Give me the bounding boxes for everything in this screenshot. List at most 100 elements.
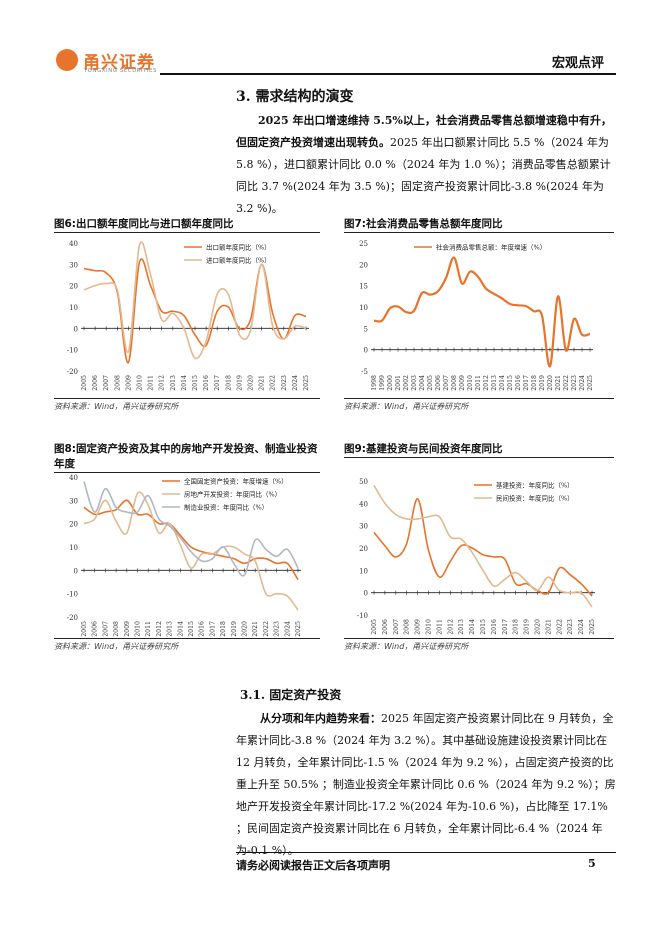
fig8-xtick-label: 2020 <box>242 621 249 637</box>
fig7-xtick-label: 2020 <box>547 375 554 391</box>
fig7-xtick-label: 2019 <box>539 375 546 391</box>
fig8-xtick-label: 2008 <box>113 621 120 637</box>
footer-disclaimer: 请务必阅读报告正文后各项声明 <box>236 859 390 872</box>
fig7-ytick-label: 0 <box>364 347 368 355</box>
fig8-xtick-label: 2010 <box>135 621 142 637</box>
fig9-ytick-label: 50 <box>359 478 368 486</box>
fig8-ytick-label: -10 <box>67 591 78 599</box>
fig6-legend-label-2: 进口额年度同比（%） <box>206 256 271 265</box>
fig8-xtick-label: 2018 <box>220 621 227 637</box>
subsection-paragraph-rest: 2025 年固定资产投资累计同比在 9 月转负，全年累计同比-3.8 %（202… <box>236 712 616 857</box>
fig6-xtick-label: 2024 <box>292 375 299 391</box>
fig8-series-line-2 <box>83 491 299 611</box>
fig7-legend-label-1: 社会消费品零售总额：年度增速（%） <box>436 243 546 252</box>
fig7-xtick-label: 2023 <box>571 375 578 391</box>
fig6-series-line-2 <box>83 241 307 360</box>
subsection-paragraph-bold: 从分项和年内趋势来看： <box>260 712 381 725</box>
fig6-ytick-label: 30 <box>69 261 78 269</box>
fig7-xtick-label: 2013 <box>491 375 498 391</box>
section-paragraph: 2025 年出口增速维持 5.5%以上，社会消费品零售总额增速稳中有升，但固定资… <box>236 110 616 220</box>
fig8-xtick-label: 2024 <box>284 621 291 637</box>
fig7-xtick-label: 2008 <box>451 375 458 391</box>
fig8-source: 资料来源：Wind，甬兴证券研究所 <box>54 642 179 651</box>
fig6-xtick-label: 2011 <box>148 375 155 391</box>
company-name: 甬兴证券 <box>83 53 155 73</box>
fig7-xtick-label: 2018 <box>531 375 538 391</box>
fig8-xtick-label: 2012 <box>156 621 163 637</box>
fig6-ytick-label: -10 <box>67 347 78 355</box>
fig9-xtick-label: 2011 <box>436 619 443 635</box>
fig9-xtick-label: 2022 <box>556 619 563 635</box>
fig7-source: 资料来源：Wind，甬兴证券研究所 <box>344 402 469 411</box>
fig9-xtick-label: 2024 <box>578 619 585 635</box>
fig7-xtick-label: 2009 <box>459 375 466 391</box>
fig6-xtick-label: 2018 <box>225 375 232 391</box>
fig6-xtick-label: 2020 <box>248 375 255 391</box>
fig9-xtick-label: 2006 <box>382 619 389 635</box>
fig8-xtick-label: 2025 <box>295 621 302 637</box>
fig8-bottom-rule <box>54 638 320 639</box>
fig7-xtick-label: 2000 <box>387 375 394 391</box>
fig7-xtick-label: 1998 <box>371 375 378 391</box>
fig8-ytick-label: -20 <box>67 614 78 622</box>
fig9-title: 图9:基建投资与民间投资年度同比 <box>344 443 503 455</box>
fig8-ytick-label: 30 <box>69 497 78 505</box>
fig9-xtick-label: 2017 <box>502 619 509 635</box>
fig6-xtick-label: 2009 <box>125 375 132 391</box>
fig8-legend-label-1: 全国固定资产投资：年度增速（%） <box>184 477 288 486</box>
fig9-xtick-label: 2016 <box>491 619 498 635</box>
fig7-xtick-label: 2007 <box>443 375 450 391</box>
fig9-series-line-1 <box>373 498 593 597</box>
fig8-xtick-label: 2011 <box>145 621 152 637</box>
fig6-source: 资料来源：Wind，甬兴证券研究所 <box>54 402 179 411</box>
subsection-title: 3.1. 固定资产投资 <box>240 688 342 702</box>
fig6-xtick-label: 2007 <box>103 375 110 391</box>
fig9-xtick-label: 2012 <box>447 619 454 635</box>
fig9-ytick-label: 20 <box>359 545 368 553</box>
fig6-xtick-label: 2008 <box>114 375 121 391</box>
fig6-xtick-label: 2021 <box>259 375 266 391</box>
fig9-ytick-label: 10 <box>359 567 368 575</box>
fig9-xtick-label: 2014 <box>469 619 476 635</box>
fig6-title-rule <box>54 232 320 233</box>
fig6-ytick-label: 0 <box>74 325 78 333</box>
fig9-xtick-label: 2008 <box>404 619 411 635</box>
fig8-ytick-label: 20 <box>69 521 78 529</box>
company-logo-icon <box>56 49 78 71</box>
fig7-xtick-label: 2021 <box>555 375 562 391</box>
fig6-xtick-label: 2025 <box>303 375 310 391</box>
subsection-paragraph: 从分项和年内趋势来看：2025 年固定资产投资累计同比在 9 月转负，全年累计同… <box>236 708 616 862</box>
page-number: 5 <box>588 857 596 870</box>
fig6-xtick-label: 2015 <box>192 375 199 391</box>
fig8-xtick-label: 2017 <box>209 621 216 637</box>
fig6-series-line-1 <box>83 258 307 364</box>
fig9-xtick-label: 2013 <box>458 619 465 635</box>
fig7-xtick-label: 2022 <box>563 375 570 391</box>
fig9-xtick-label: 2010 <box>426 619 433 635</box>
fig8-ytick-label: 40 <box>69 474 78 482</box>
fig6-xtick-label: 2013 <box>170 375 177 391</box>
fig7-ytick-label: 10 <box>359 304 368 312</box>
fig7-xtick-label: 2001 <box>395 375 402 391</box>
fig8-legend-label-2: 房地产开发投资：年度同比（%） <box>184 490 281 499</box>
fig6-title: 图6:出口额年度同比与进口额年度同比 <box>54 218 234 230</box>
fig7-xtick-label: 2003 <box>411 375 418 391</box>
fig9-ytick-label: 0 <box>364 590 368 598</box>
fig7-title-rule <box>344 232 614 233</box>
fig6-ytick-label: 10 <box>69 304 78 312</box>
fig9-series-line-2 <box>373 485 593 608</box>
section-title: 3. 需求结构的演变 <box>236 89 354 105</box>
fig9-xtick-label: 2025 <box>589 619 596 635</box>
fig8-ytick-label: 0 <box>74 567 78 575</box>
fig8-legend-label-3: 制造业投资：年度同比（%） <box>184 503 268 512</box>
fig9-source: 资料来源：Wind，甬兴证券研究所 <box>344 642 469 651</box>
fig7-xtick-label: 2015 <box>507 375 514 391</box>
fig6-legend-label-1: 出口额年度同比（%） <box>206 243 271 252</box>
fig9-legend-label-1: 基建投资：年度同比（%） <box>496 481 574 490</box>
fig9-ytick-label: 40 <box>359 500 368 508</box>
fig8-xtick-label: 2021 <box>252 621 259 637</box>
fig7-xtick-label: 2006 <box>435 375 442 391</box>
fig9-xtick-label: 2015 <box>480 619 487 635</box>
